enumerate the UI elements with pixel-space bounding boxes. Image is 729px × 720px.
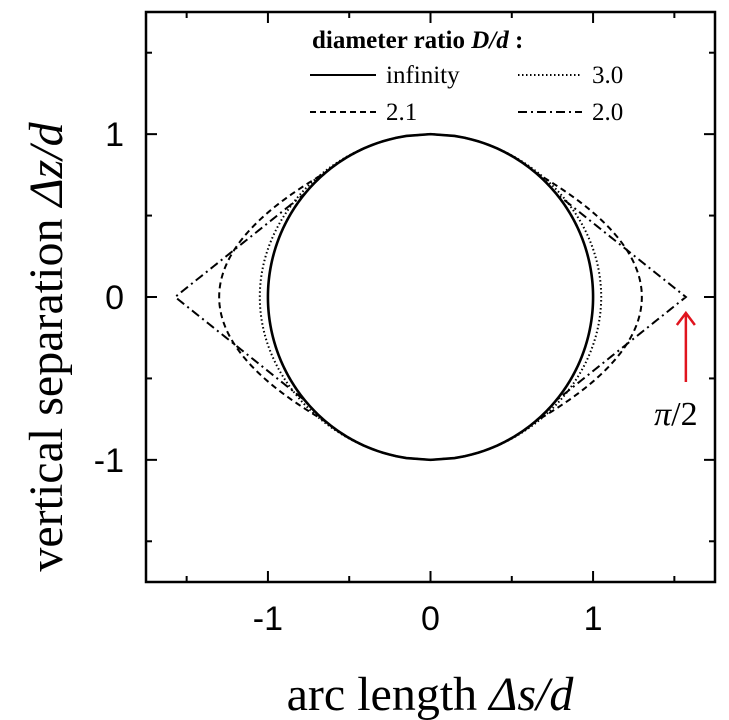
legend-label-2-0: 2.0 [592,99,623,126]
legend-label-3-0: 3.0 [592,62,623,89]
y-tick-label: -1 [94,442,124,480]
tick-labels: -1 0 1 -1 0 1 [94,116,603,638]
annotation-arrow-head [675,310,696,326]
legend-label-2-1: 2.1 [386,99,417,126]
axes-frame [144,10,717,584]
series-line-2-0 [173,133,688,461]
legend-title-var: D/d [470,27,509,54]
legend: diameter ratio D/d : infinity 3.0 2.1 2.0 [310,27,623,126]
y-tick-label: 1 [105,116,124,154]
series-line-3-0 [258,133,603,461]
y-tick-label: 0 [105,279,124,317]
legend-title-suffix: : [509,27,524,54]
x-tick-label: 1 [584,600,603,638]
y-axis-label: vertical separation Δz/d [20,121,73,571]
annotation: π/2 [654,310,698,433]
series-curves [173,132,688,462]
series-line-infinity [266,132,595,462]
legend-title-text: diameter ratio [312,27,471,54]
x-tick-label: -1 [253,600,283,638]
plot-frame [144,10,717,584]
x-axis-label: arc length Δs/d [287,668,575,720]
x-tick-label: 0 [421,600,440,638]
series-line-2-1 [218,133,643,461]
annotation-rest: /2 [671,396,697,433]
legend-label-infinity: infinity [386,62,460,89]
legend-title: diameter ratio D/d : [312,27,523,54]
tick-marks [146,12,715,582]
annotation-symbol: π [654,396,672,433]
annotation-label: π/2 [654,396,698,433]
